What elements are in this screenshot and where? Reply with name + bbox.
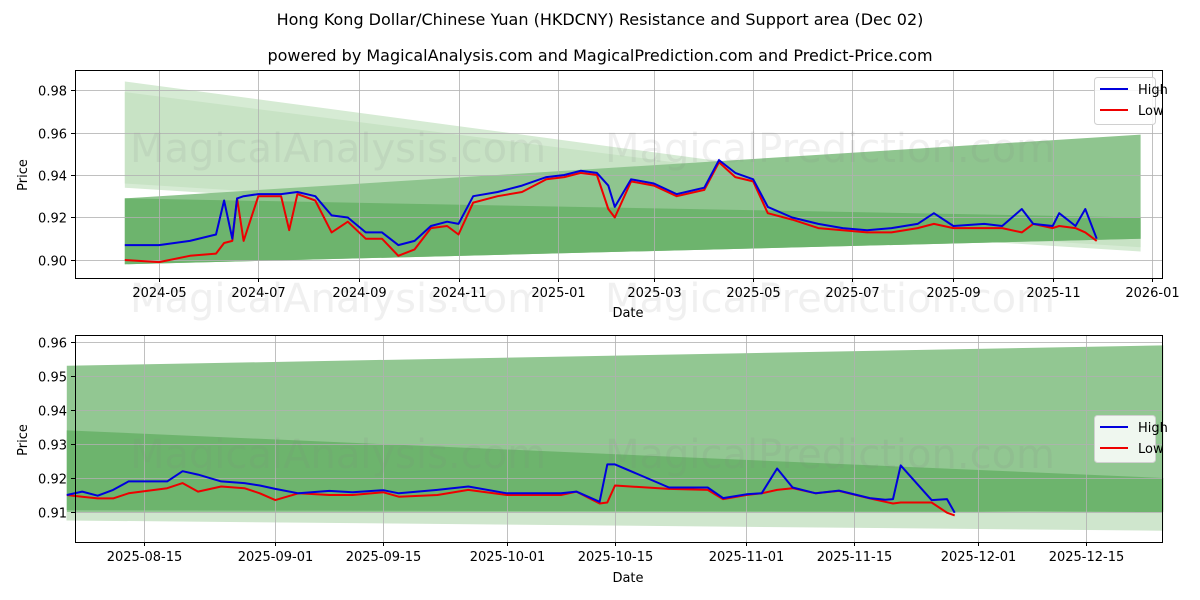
x-tick-label: 2025-03 <box>627 286 681 301</box>
y-tick-label: 0.92 <box>38 473 67 488</box>
series-low-line <box>124 161 1098 264</box>
series-high-line <box>66 463 956 514</box>
legend-low-label: Low <box>1138 104 1164 119</box>
x-tick-label: 2025-08-15 <box>107 550 183 565</box>
x-tick-label: 2024-07 <box>231 286 285 301</box>
top-y-axis-label: Price <box>16 159 31 191</box>
x-tick-label: 2025-11-01 <box>709 550 785 565</box>
x-tick-label: 2026-01 <box>1125 286 1179 301</box>
top-price-lines <box>124 159 1098 264</box>
top-x-axis-label: Date <box>612 306 643 321</box>
chart-title: Hong Kong Dollar/Chinese Yuan (HKDCNY) R… <box>276 10 924 29</box>
top-axis-ticks: 2024-05 2024-07 2024-09 2024-11 2025-01 2025-… <box>38 85 1180 302</box>
y-tick-label: 0.93 <box>38 439 67 454</box>
watermark-prediction: MagicalPrediction.com <box>605 126 1055 172</box>
top-gridlines <box>75 70 1162 278</box>
y-tick-label: 0.96 <box>38 128 67 143</box>
x-tick-label: 2025-11 <box>1026 286 1080 301</box>
bottom-gridlines <box>75 335 1162 542</box>
y-tick-label: 0.90 <box>38 255 67 270</box>
y-tick-label: 0.98 <box>38 85 67 100</box>
top-support-resistance-bands <box>124 81 1141 265</box>
top-legend: High Low <box>1094 77 1168 125</box>
x-tick-label: 2025-12-01 <box>941 550 1017 565</box>
bottom-axis-ticks: 2025-08-15 2025-09-01 2025-09-15 2025-10-01… <box>38 337 1124 566</box>
x-tick-label: 2025-05 <box>726 286 780 301</box>
x-tick-label: 2025-07 <box>825 286 879 301</box>
x-tick-label: 2025-09-15 <box>346 550 422 565</box>
bottom-price-lines <box>66 463 956 517</box>
x-tick-label: 2024-05 <box>132 286 186 301</box>
x-tick-label: 2025-12-15 <box>1049 550 1125 565</box>
x-tick-label: 2025-10-01 <box>470 550 546 565</box>
y-tick-label: 0.91 <box>38 507 67 522</box>
y-tick-label: 0.94 <box>38 170 67 185</box>
watermark-prediction-lower: MagicalPrediction.com <box>605 276 1055 322</box>
y-tick-label: 0.96 <box>38 337 67 352</box>
x-tick-label: 2025-09-01 <box>238 550 314 565</box>
legend-high-label: High <box>1138 83 1168 98</box>
top-plot-frame <box>75 70 1163 279</box>
watermark-analysis: MagicalAnalysis.com <box>130 126 546 172</box>
bottom-legend: High Low <box>1094 415 1168 463</box>
y-tick-label: 0.92 <box>38 212 67 227</box>
legend-low-label: Low <box>1138 442 1164 457</box>
x-tick-label: 2024-11 <box>432 286 486 301</box>
series-high-line <box>124 159 1098 247</box>
chart-subtitle: powered by MagicalAnalysis.com and Magic… <box>267 46 933 65</box>
bottom-y-axis-label: Price <box>16 424 31 456</box>
band-support_dark <box>124 198 1141 265</box>
bottom-x-axis-label: Date <box>612 571 643 586</box>
x-tick-label: 2025-01 <box>531 286 585 301</box>
y-tick-label: 0.94 <box>38 405 67 420</box>
y-tick-label: 0.95 <box>38 371 67 386</box>
x-tick-label: 2025-11-15 <box>817 550 893 565</box>
watermark-prediction-bottom: MagicalPrediction.com <box>605 432 1055 478</box>
bottom-plot-frame <box>75 335 1163 543</box>
x-tick-label: 2024-09 <box>332 286 386 301</box>
watermark-analysis-lower: MagicalAnalysis.com <box>130 276 546 322</box>
x-tick-label: 2025-09 <box>926 286 980 301</box>
x-tick-label: 2025-10-15 <box>578 550 654 565</box>
legend-high-label: High <box>1138 421 1168 436</box>
watermark-analysis-bottom: MagicalAnalysis.com <box>130 432 546 478</box>
